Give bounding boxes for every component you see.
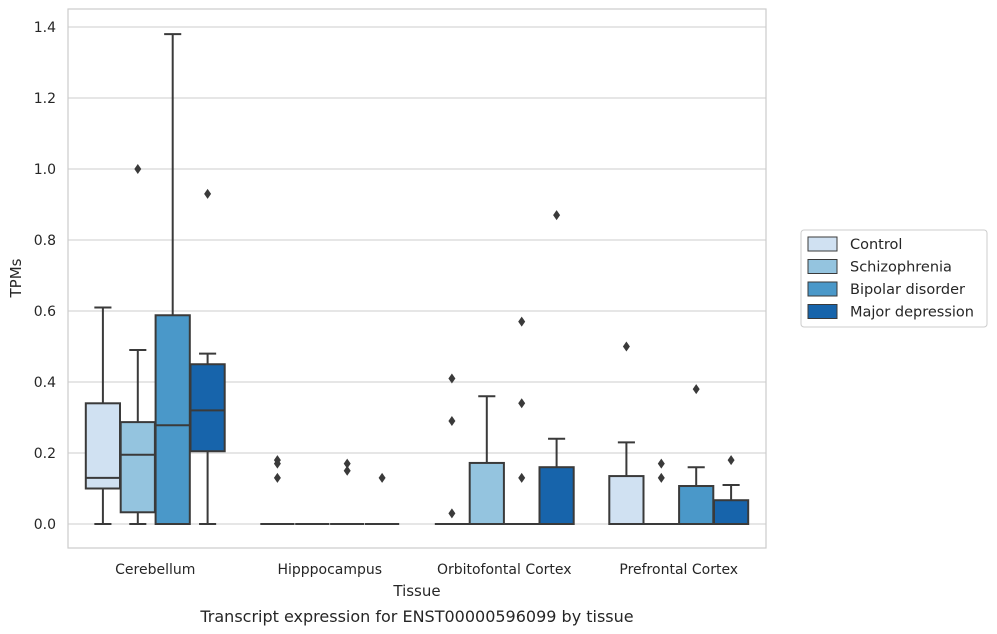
legend-label: Major depression <box>850 305 974 321</box>
x-axis-ticks: Cerebellum Hipppocampus Orbitofontal Corte… <box>115 562 738 578</box>
box-3-0 <box>608 341 645 526</box>
legend-item: Control <box>807 236 902 253</box>
y-tick-label: 0.0 <box>34 517 56 533</box>
box-2-0 <box>434 373 470 525</box>
outlier-point <box>134 164 142 174</box>
box-3-3 <box>712 455 750 525</box>
legend-swatch <box>807 281 838 297</box>
box-1-0 <box>260 455 295 525</box>
box-groups <box>84 33 750 526</box>
y-axis-label: TPMs <box>7 258 25 298</box>
y-axis-ticks: 0.0 0.2 0.4 0.6 0.8 1.0 1.2 1.4 <box>34 20 56 533</box>
box-3-1 <box>644 458 679 525</box>
box-body <box>538 466 575 526</box>
outlier-point <box>692 384 700 395</box>
legend-label: Control <box>850 237 902 253</box>
outlier-point <box>657 472 665 483</box>
box-body <box>678 485 715 526</box>
legend-item: Schizophrenia <box>807 259 952 276</box>
box-body <box>119 421 156 514</box>
x-tick-label: Orbitofontal Cortex <box>437 562 572 578</box>
outlier-point <box>518 316 526 327</box>
box-2-1 <box>468 395 505 526</box>
chart-caption: Transcript expression for ENST0000059609… <box>199 607 633 626</box>
outlier-point <box>343 465 351 476</box>
legend-label: Schizophrenia <box>850 260 952 276</box>
box-body <box>154 314 191 526</box>
outlier-point <box>553 210 561 221</box>
box-0-0 <box>84 306 122 525</box>
y-tick-label: 1.0 <box>34 162 56 178</box>
box-0-1 <box>119 164 156 525</box>
legend-item: Major depression <box>807 304 974 321</box>
outlier-point <box>518 472 526 483</box>
box-body <box>712 499 750 525</box>
legend: Control Schizophrenia Bipolar disorder Majo… <box>800 229 988 328</box>
y-tick-label: 0.2 <box>34 446 56 462</box>
outlier-point <box>343 458 351 469</box>
outlier-point <box>273 472 281 483</box>
legend-label: Bipolar disorder <box>850 282 965 298</box>
outlier-point <box>518 398 526 409</box>
box-0-3 <box>189 188 226 525</box>
y-tick-label: 1.4 <box>34 20 56 36</box>
legend-swatch <box>807 304 838 319</box>
outlier-point <box>378 472 386 483</box>
legend-item: Bipolar disorder <box>807 281 965 298</box>
outlier-point <box>622 341 630 352</box>
box-2-3 <box>538 210 575 526</box>
plot-frame <box>67 8 767 549</box>
outlier-point <box>204 188 212 199</box>
x-tick-label: Cerebellum <box>115 562 195 578</box>
legend-swatch <box>807 259 838 274</box>
outlier-point <box>448 373 456 384</box>
y-tick-label: 0.4 <box>34 375 56 391</box>
box-body <box>608 475 645 526</box>
box-body <box>84 402 122 490</box>
y-tick-label: 0.6 <box>34 304 56 320</box>
x-tick-label: Hipppocampus <box>277 562 382 578</box>
outlier-point <box>657 458 665 469</box>
box-0-2 <box>154 33 191 526</box>
outlier-point <box>727 455 735 466</box>
box-body <box>468 461 505 526</box>
box-1-2 <box>330 458 365 525</box>
outlier-point <box>273 455 281 466</box>
box-2-2 <box>504 316 539 525</box>
box-1-3 <box>364 472 400 525</box>
y-tick-label: 0.8 <box>34 233 56 249</box>
box-body <box>189 363 226 453</box>
legend-swatch <box>807 236 838 252</box>
x-axis-label: Tissue <box>392 582 440 600</box>
legend-frame <box>800 229 988 328</box>
y-tick-label: 1.2 <box>34 91 56 107</box>
x-tick-label: Prefrontal Cortex <box>619 562 738 578</box>
outlier-point <box>448 508 456 519</box>
outlier-point <box>448 416 456 427</box>
